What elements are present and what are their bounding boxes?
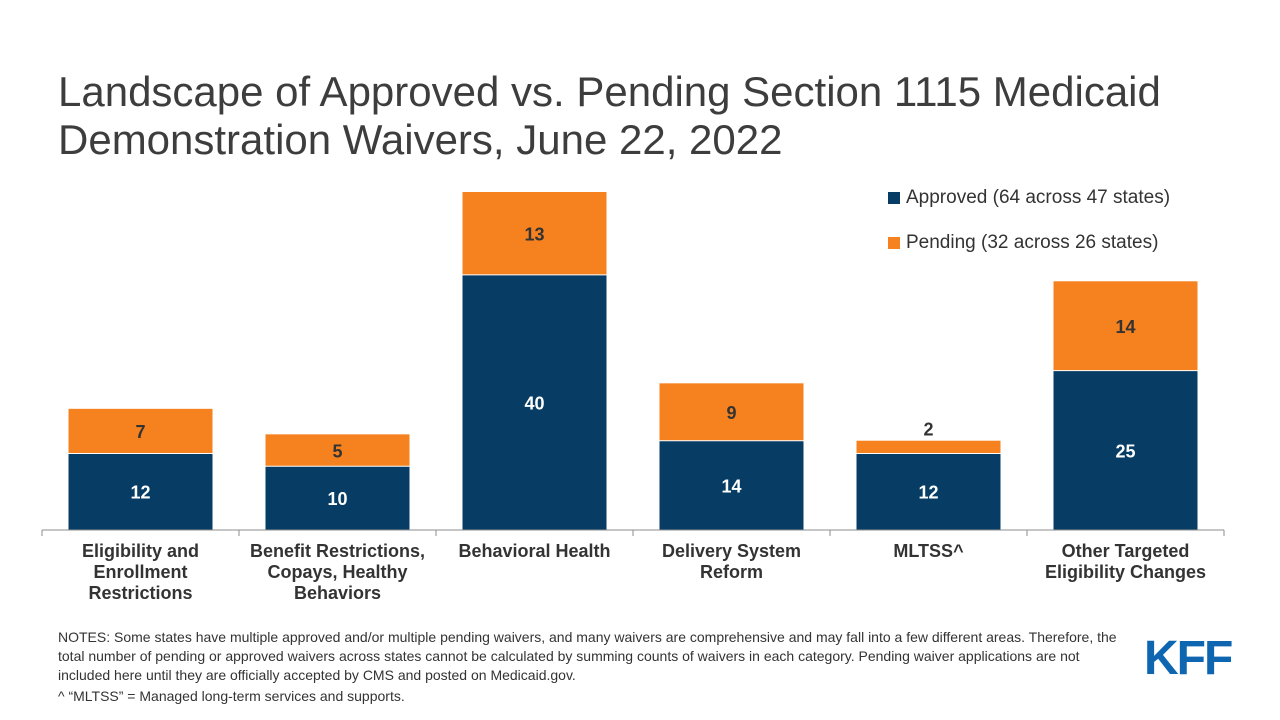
- data-label-approved-5: 25: [1115, 441, 1135, 461]
- x-tick-label-3: Delivery System Reform: [661, 541, 802, 582]
- notes-text: NOTES: Some states have multiple approve…: [58, 629, 1117, 683]
- data-label-approved-4: 12: [918, 483, 938, 503]
- stacked-bar-chart: 12 7 10 5 40 13 14 9 12 2 25 14: [41, 192, 1225, 536]
- data-label-pending-4: 2: [923, 420, 933, 440]
- legend-item-approved: Approved (64 across 47 states): [888, 186, 1170, 210]
- chart-notes: NOTES: Some states have multiple approve…: [58, 628, 1128, 706]
- x-tick-label-2: Behavioral Health: [458, 541, 611, 561]
- kff-logo: KFF: [1144, 632, 1233, 685]
- bar-approved-4: [856, 453, 1001, 530]
- bar-pending-0: [68, 408, 213, 454]
- bar-pending-2: [462, 192, 607, 275]
- x-tick-label-1: Benefit Restrictions, Copays, Healthy Be…: [249, 541, 426, 603]
- legend-label-approved: Approved (64 across 47 states): [906, 187, 1171, 208]
- footnote-mltss: ^ “MLTSS” = Managed long-term services a…: [58, 688, 405, 704]
- legend-item-pending: Pending (32 across 26 states): [888, 231, 1170, 255]
- chart-title: Landscape of Approved vs. Pending Sectio…: [58, 68, 1161, 163]
- data-label-pending-5: 14: [1115, 317, 1135, 337]
- bar-approved-0: [68, 453, 213, 530]
- x-tick-label-5: Other Targeted Eligibility Changes: [1044, 541, 1207, 582]
- data-label-approved-3: 14: [721, 476, 741, 496]
- legend: Approved (64 across 47 states) Pending (…: [888, 186, 1170, 276]
- data-label-approved-2: 40: [524, 393, 544, 413]
- data-label-pending-3: 9: [726, 403, 736, 423]
- x-tick-label-4: MLTSS^: [893, 541, 964, 561]
- bar-approved-1: [265, 466, 410, 530]
- legend-label-pending: Pending (32 across 26 states): [906, 232, 1159, 253]
- bar-approved-3: [659, 440, 804, 530]
- bar-pending-4: [856, 440, 1001, 454]
- bar-approved-5: [1053, 370, 1198, 530]
- x-tick-label-0: Eligibility and Enrollment Restrictions: [81, 541, 199, 603]
- data-label-approved-1: 10: [327, 489, 347, 509]
- data-label-pending-2: 13: [524, 224, 544, 244]
- data-label-approved-0: 12: [130, 483, 150, 503]
- data-label-pending-0: 7: [135, 422, 145, 442]
- bar-approved-2: [462, 274, 607, 530]
- legend-swatch-pending: [888, 237, 900, 249]
- bar-pending-3: [659, 383, 804, 441]
- legend-swatch-approved: [888, 192, 900, 204]
- bar-pending-1: [265, 434, 410, 467]
- x-axis-labels: Eligibility and Enrollment Restrictions B…: [0, 541, 1280, 611]
- bar-pending-5: [1053, 281, 1198, 371]
- data-label-pending-1: 5: [332, 441, 342, 461]
